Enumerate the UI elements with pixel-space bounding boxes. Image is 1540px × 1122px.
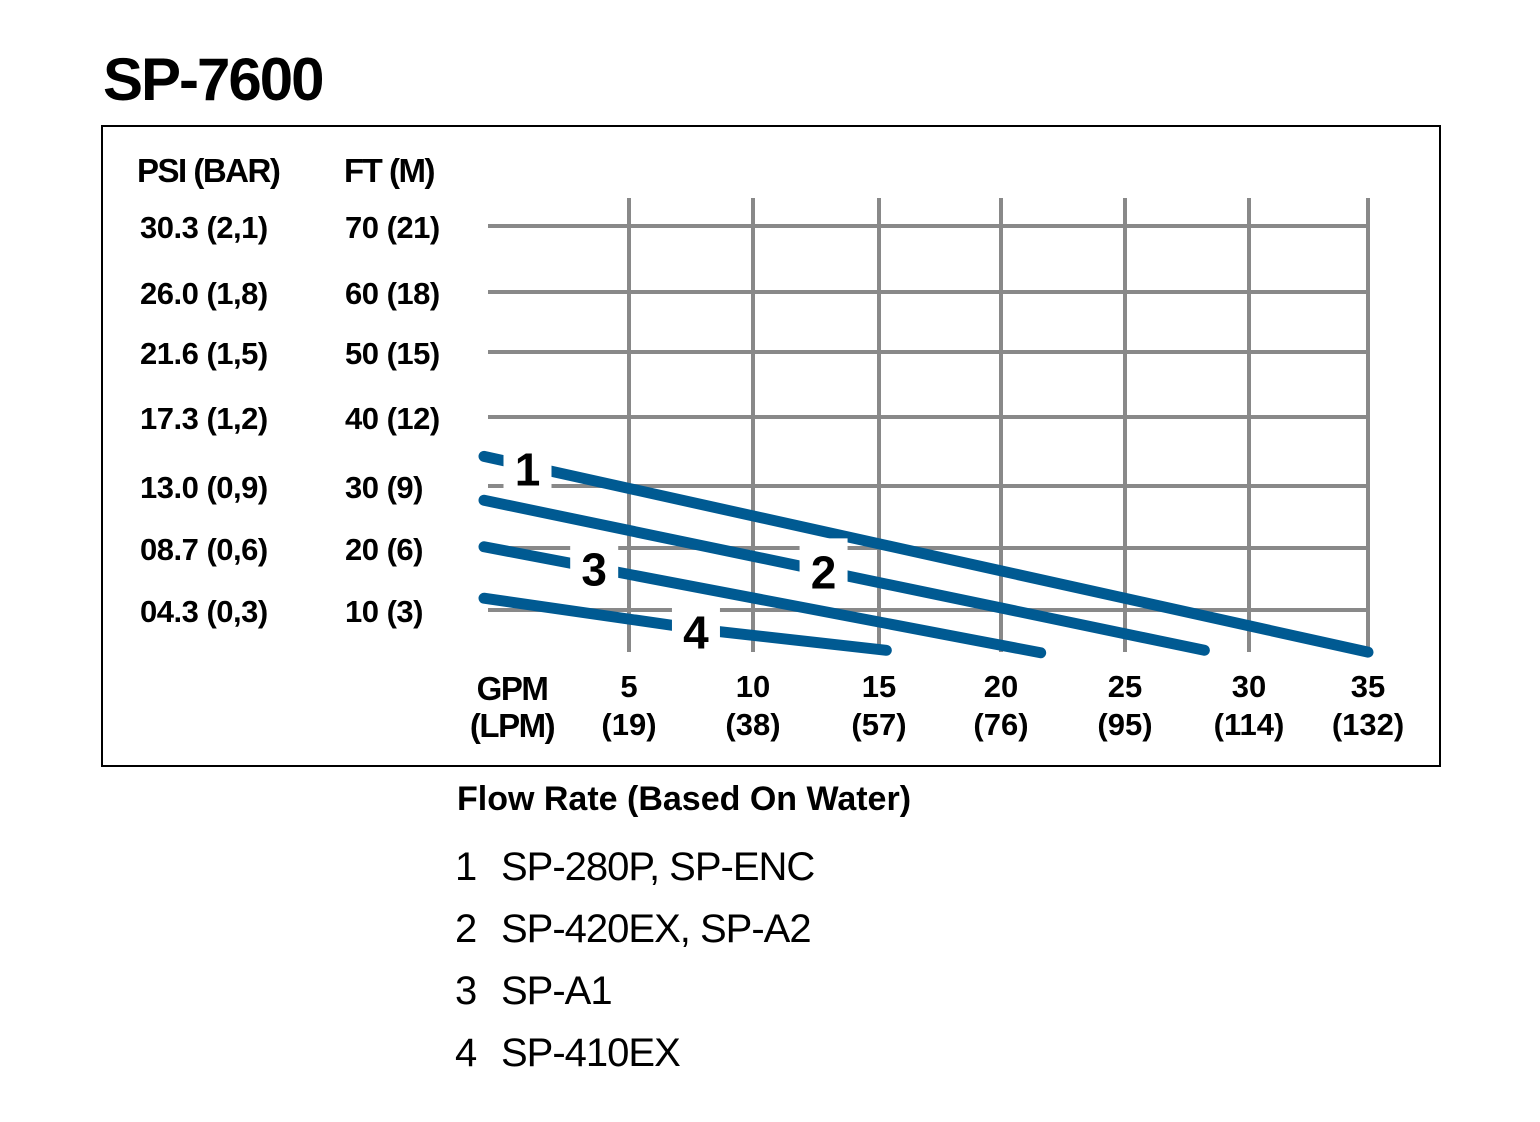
ft-header: FT (M) bbox=[344, 152, 434, 189]
series-label-bg bbox=[503, 435, 552, 496]
y-tick-ft: 10 (3) bbox=[345, 594, 423, 629]
x-tick-gpm: 20 bbox=[984, 669, 1018, 704]
x-tick-gpm: 10 bbox=[736, 669, 770, 704]
y-tick-psi: 17.3 (1,2) bbox=[140, 401, 268, 436]
x-tick-gpm: 35 bbox=[1351, 669, 1385, 704]
chart-title: SP-7600 bbox=[103, 46, 323, 113]
x-axis-unit-lpm: (LPM) bbox=[470, 707, 555, 744]
y-tick-ft: 50 (15) bbox=[345, 336, 440, 371]
chart-frame bbox=[101, 125, 1441, 767]
y-axis-labels: 30.3 (2,1) 70 (21) 26.0 (1,8) 60 (18) 21.6 (… bbox=[140, 210, 440, 629]
y-tick-psi: 30.3 (2,1) bbox=[140, 210, 268, 245]
grid bbox=[488, 198, 1370, 652]
legend-entry: SP-410EX bbox=[501, 1031, 680, 1075]
y-tick-psi: 13.0 (0,9) bbox=[140, 470, 268, 505]
legend-number: 3 bbox=[455, 969, 477, 1013]
y-tick-psi: 21.6 (1,5) bbox=[140, 336, 268, 371]
y-tick-ft: 40 (12) bbox=[345, 401, 440, 436]
x-tick-gpm: 25 bbox=[1108, 669, 1142, 704]
legend-entry: SP-420EX, SP-A2 bbox=[501, 907, 811, 951]
x-axis-unit-gpm: GPM bbox=[477, 670, 548, 707]
x-tick-lpm: (114) bbox=[1214, 707, 1285, 742]
series-label-1: 1 bbox=[515, 444, 541, 496]
legend-number: 1 bbox=[455, 845, 477, 889]
x-tick-gpm: 5 bbox=[620, 669, 637, 704]
x-tick-gpm: 15 bbox=[862, 669, 896, 704]
y-tick-psi: 04.3 (0,3) bbox=[140, 594, 268, 629]
x-tick-lpm: (95) bbox=[1097, 707, 1152, 742]
y-tick-ft: 60 (18) bbox=[345, 276, 440, 311]
x-tick-lpm: (19) bbox=[601, 707, 656, 742]
psi-header: PSI (BAR) bbox=[137, 152, 280, 189]
x-tick-lpm: (132) bbox=[1332, 707, 1404, 742]
series-label-bg bbox=[799, 538, 848, 599]
series-lines: 1 2 3 4 bbox=[478, 435, 1374, 659]
series-label-3: 3 bbox=[581, 543, 607, 595]
legend: 1 SP-280P, SP-ENC 2 SP-420EX, SP-A2 3 SP-A1 4 S… bbox=[455, 845, 815, 1075]
x-axis-title: Flow Rate (Based On Water) bbox=[457, 780, 911, 818]
series-line-1 bbox=[478, 450, 1374, 658]
y-tick-ft: 70 (21) bbox=[345, 210, 440, 245]
x-axis-labels: 5(19) 10(38) 15(57) 20(76) 25(95) 30(114) 35(1… bbox=[601, 669, 1404, 742]
x-tick-lpm: (38) bbox=[725, 707, 780, 742]
series-label-bg bbox=[671, 598, 720, 659]
series-label-2: 2 bbox=[811, 546, 837, 598]
y-tick-ft: 20 (6) bbox=[345, 532, 423, 567]
legend-number: 2 bbox=[455, 907, 477, 951]
series-label-bg bbox=[570, 535, 619, 596]
x-tick-gpm: 30 bbox=[1232, 669, 1266, 704]
x-tick-lpm: (57) bbox=[851, 707, 906, 742]
x-tick-lpm: (76) bbox=[973, 707, 1028, 742]
y-tick-psi: 26.0 (1,8) bbox=[140, 276, 268, 311]
y-tick-ft: 30 (9) bbox=[345, 470, 423, 505]
legend-number: 4 bbox=[455, 1031, 477, 1075]
series-label-4: 4 bbox=[683, 607, 709, 659]
legend-entry: SP-A1 bbox=[501, 969, 612, 1013]
y-tick-psi: 08.7 (0,6) bbox=[140, 532, 268, 567]
legend-entry: SP-280P, SP-ENC bbox=[501, 845, 814, 889]
